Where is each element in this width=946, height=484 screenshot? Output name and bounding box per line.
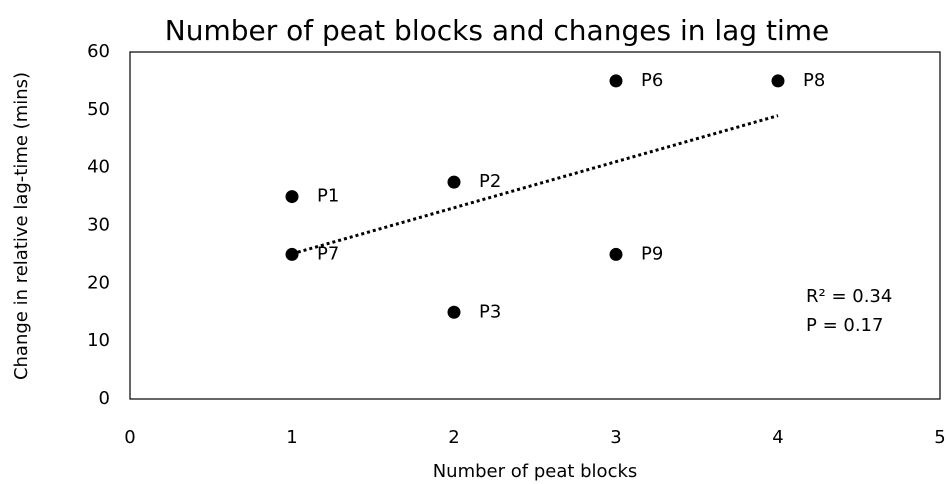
point — [285, 247, 299, 261]
y-tick-label: 0 — [99, 388, 110, 409]
point — [771, 74, 785, 88]
x-tick-label: 1 — [286, 427, 297, 448]
point — [447, 305, 461, 319]
y-tick-label: 60 — [87, 41, 110, 62]
y-axis-label: Change in relative lag-time (mins) — [11, 72, 32, 380]
point — [609, 247, 623, 261]
y-tick-label: 30 — [87, 215, 110, 236]
point-label: P8 — [803, 70, 825, 91]
x-axis-label: Number of peat blocks — [433, 461, 638, 482]
y-tick-label: 10 — [87, 330, 110, 351]
point-label: P1 — [317, 186, 339, 207]
annotation: R² = 0.34 — [806, 286, 892, 307]
point-label: P9 — [641, 243, 663, 264]
point-label: P6 — [641, 70, 663, 91]
point — [609, 74, 623, 88]
x-tick-label: 5 — [934, 427, 945, 448]
x-tick-label: 3 — [610, 427, 621, 448]
point-label: P3 — [479, 301, 501, 322]
trendline — [291, 114, 779, 256]
point — [447, 175, 461, 189]
y-tick-label: 20 — [87, 272, 110, 293]
x-tick-label: 0 — [124, 427, 135, 448]
x-tick-label: 4 — [772, 427, 783, 448]
y-tick-label: 40 — [87, 157, 110, 178]
point-label: P7 — [317, 243, 339, 264]
y-tick-label: 50 — [87, 99, 110, 120]
annotation: P = 0.17 — [806, 315, 883, 336]
plot-frame — [129, 51, 941, 400]
point-label: P2 — [479, 171, 501, 192]
x-tick-label: 2 — [448, 427, 459, 448]
point — [285, 190, 299, 204]
chart-title: Number of peat blocks and changes in lag… — [165, 14, 830, 47]
